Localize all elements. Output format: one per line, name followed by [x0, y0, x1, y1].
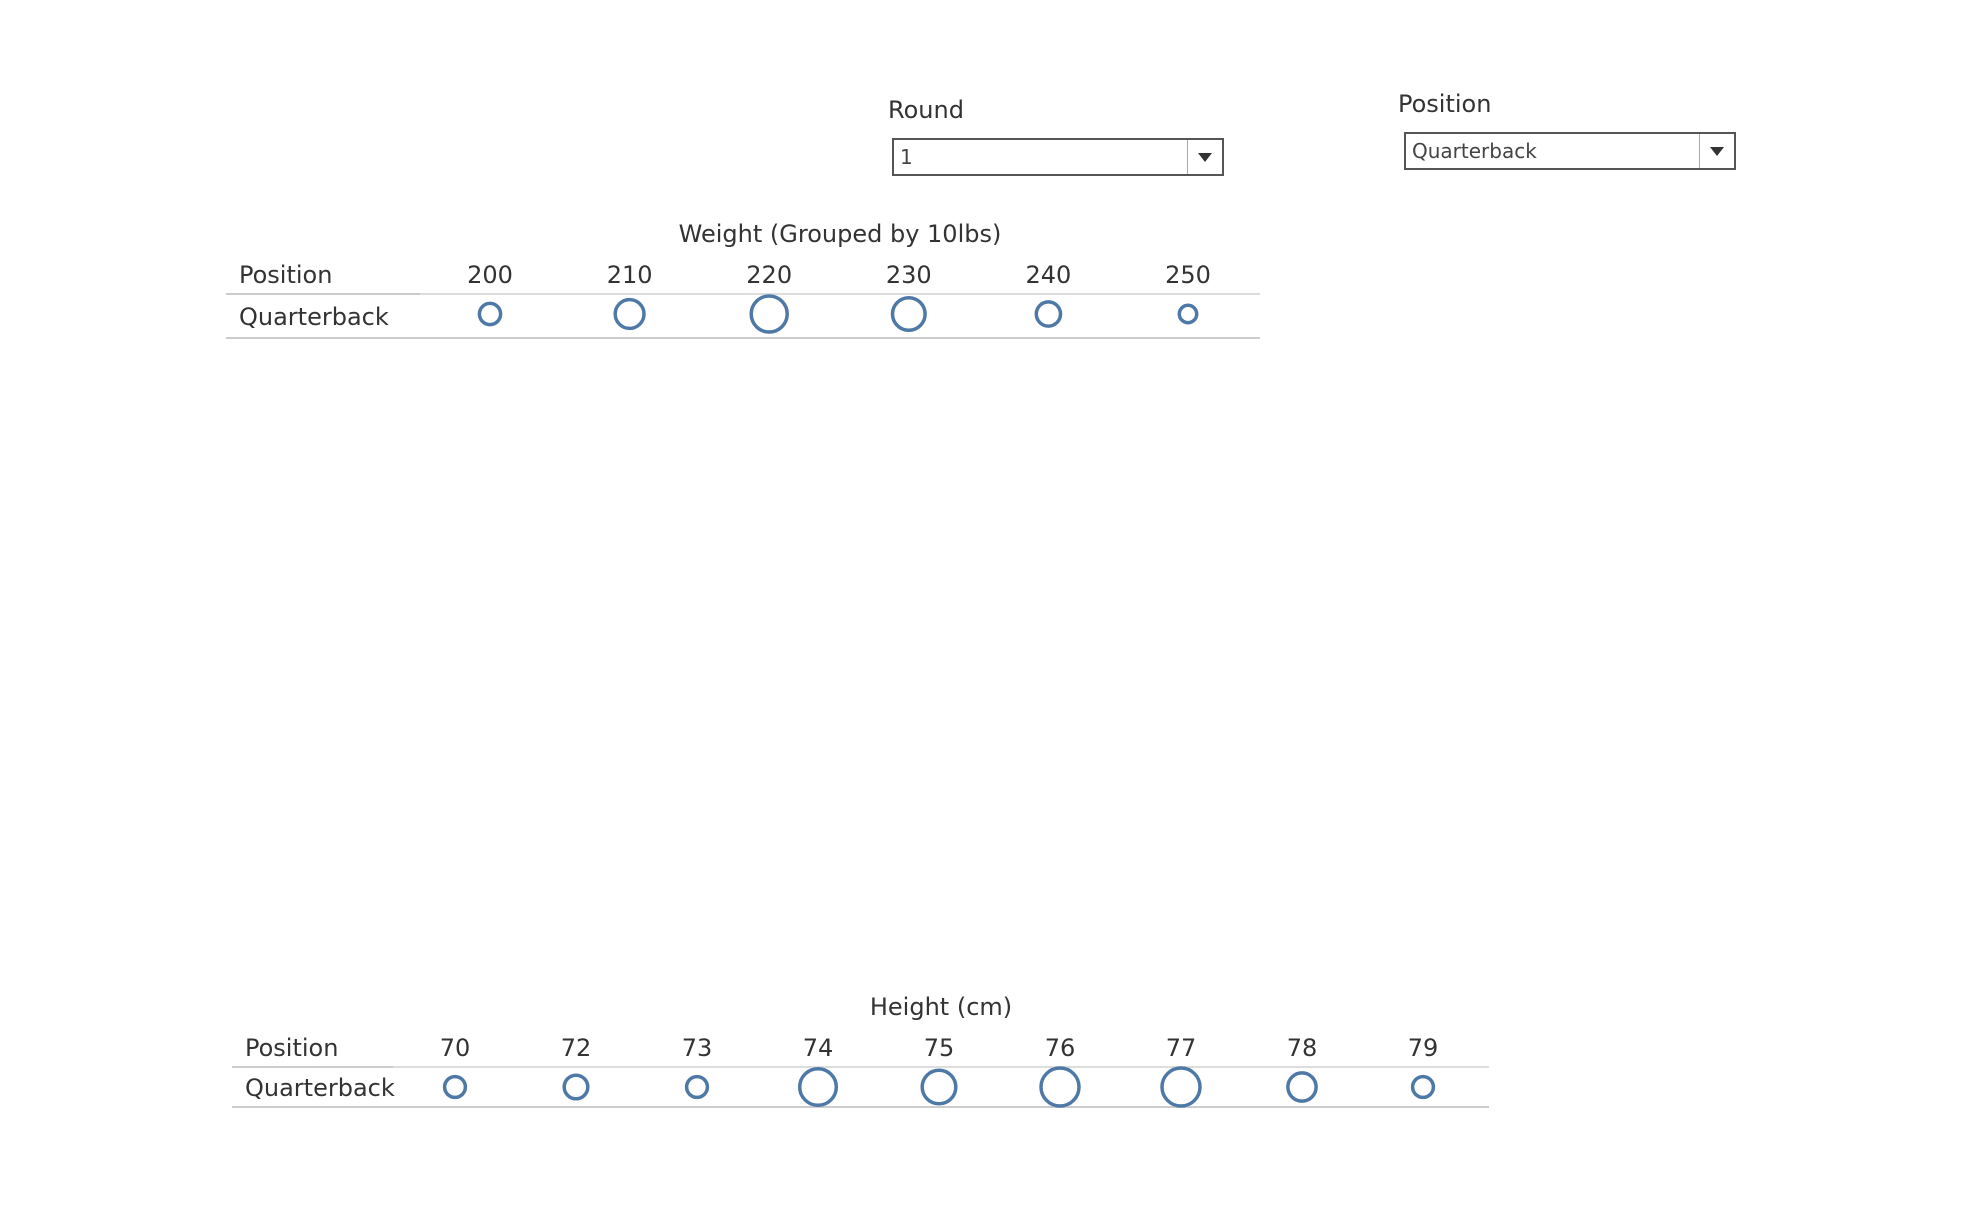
dropdown-divider — [1187, 140, 1188, 174]
weight-marks: 200 210 220 230 240 250 — [467, 261, 1211, 334]
weight-chart-title: Weight (Grouped by 10lbs) — [679, 220, 1002, 248]
height-tick-label: 78 — [1287, 1034, 1318, 1062]
weight-mark[interactable] — [749, 294, 789, 334]
height-mark[interactable] — [562, 1073, 590, 1101]
weight-tick-label: 230 — [886, 261, 932, 289]
weight-tick-label: 210 — [607, 261, 653, 289]
weight-mark[interactable] — [477, 301, 503, 327]
position-filter-title: Position — [1398, 90, 1492, 118]
position-dropdown[interactable]: Quarterback — [1404, 132, 1736, 170]
height-row-header: Position — [245, 1034, 338, 1062]
height-row-label: Quarterback — [245, 1074, 395, 1102]
round-dropdown-value: 1 — [900, 145, 913, 169]
height-marks: 70 72 73 74 75 76 77 78 79 — [440, 1034, 1439, 1108]
height-tick-label: 70 — [440, 1034, 471, 1062]
weight-tick-label: 250 — [1165, 261, 1211, 289]
weight-row-label: Quarterback — [239, 303, 389, 331]
height-mark[interactable] — [1410, 1074, 1436, 1100]
height-mark[interactable] — [684, 1074, 710, 1100]
weight-tick-label: 200 — [467, 261, 513, 289]
chevron-down-icon[interactable] — [1188, 140, 1222, 174]
height-tick-label: 72 — [561, 1034, 592, 1062]
height-mark[interactable] — [797, 1066, 839, 1108]
weight-mark[interactable] — [1034, 300, 1063, 328]
weight-mark[interactable] — [1177, 303, 1199, 325]
weight-tick-label: 240 — [1025, 261, 1071, 289]
chevron-down-icon[interactable] — [1700, 134, 1734, 168]
height-mark[interactable] — [1160, 1066, 1202, 1108]
weight-mark[interactable] — [890, 295, 927, 333]
round-dropdown[interactable]: 1 — [892, 138, 1224, 176]
height-mark[interactable] — [442, 1074, 468, 1100]
height-tick-label: 74 — [803, 1034, 834, 1062]
round-filter-title: Round — [888, 96, 964, 124]
height-tick-label: 76 — [1045, 1034, 1076, 1062]
height-tick-label: 77 — [1166, 1034, 1197, 1062]
weight-row-header: Position — [239, 261, 332, 289]
height-chart-title: Height (cm) — [870, 993, 1012, 1021]
weight-tick-label: 220 — [746, 261, 792, 289]
position-dropdown-value: Quarterback — [1412, 139, 1537, 163]
dropdown-divider — [1699, 134, 1700, 168]
height-mark[interactable] — [1286, 1071, 1318, 1103]
height-mark[interactable] — [1039, 1066, 1081, 1108]
height-tick-label: 79 — [1408, 1034, 1439, 1062]
weight-mark[interactable] — [613, 297, 646, 331]
height-tick-label: 75 — [924, 1034, 955, 1062]
height-mark[interactable] — [920, 1068, 958, 1106]
height-tick-label: 73 — [682, 1034, 713, 1062]
